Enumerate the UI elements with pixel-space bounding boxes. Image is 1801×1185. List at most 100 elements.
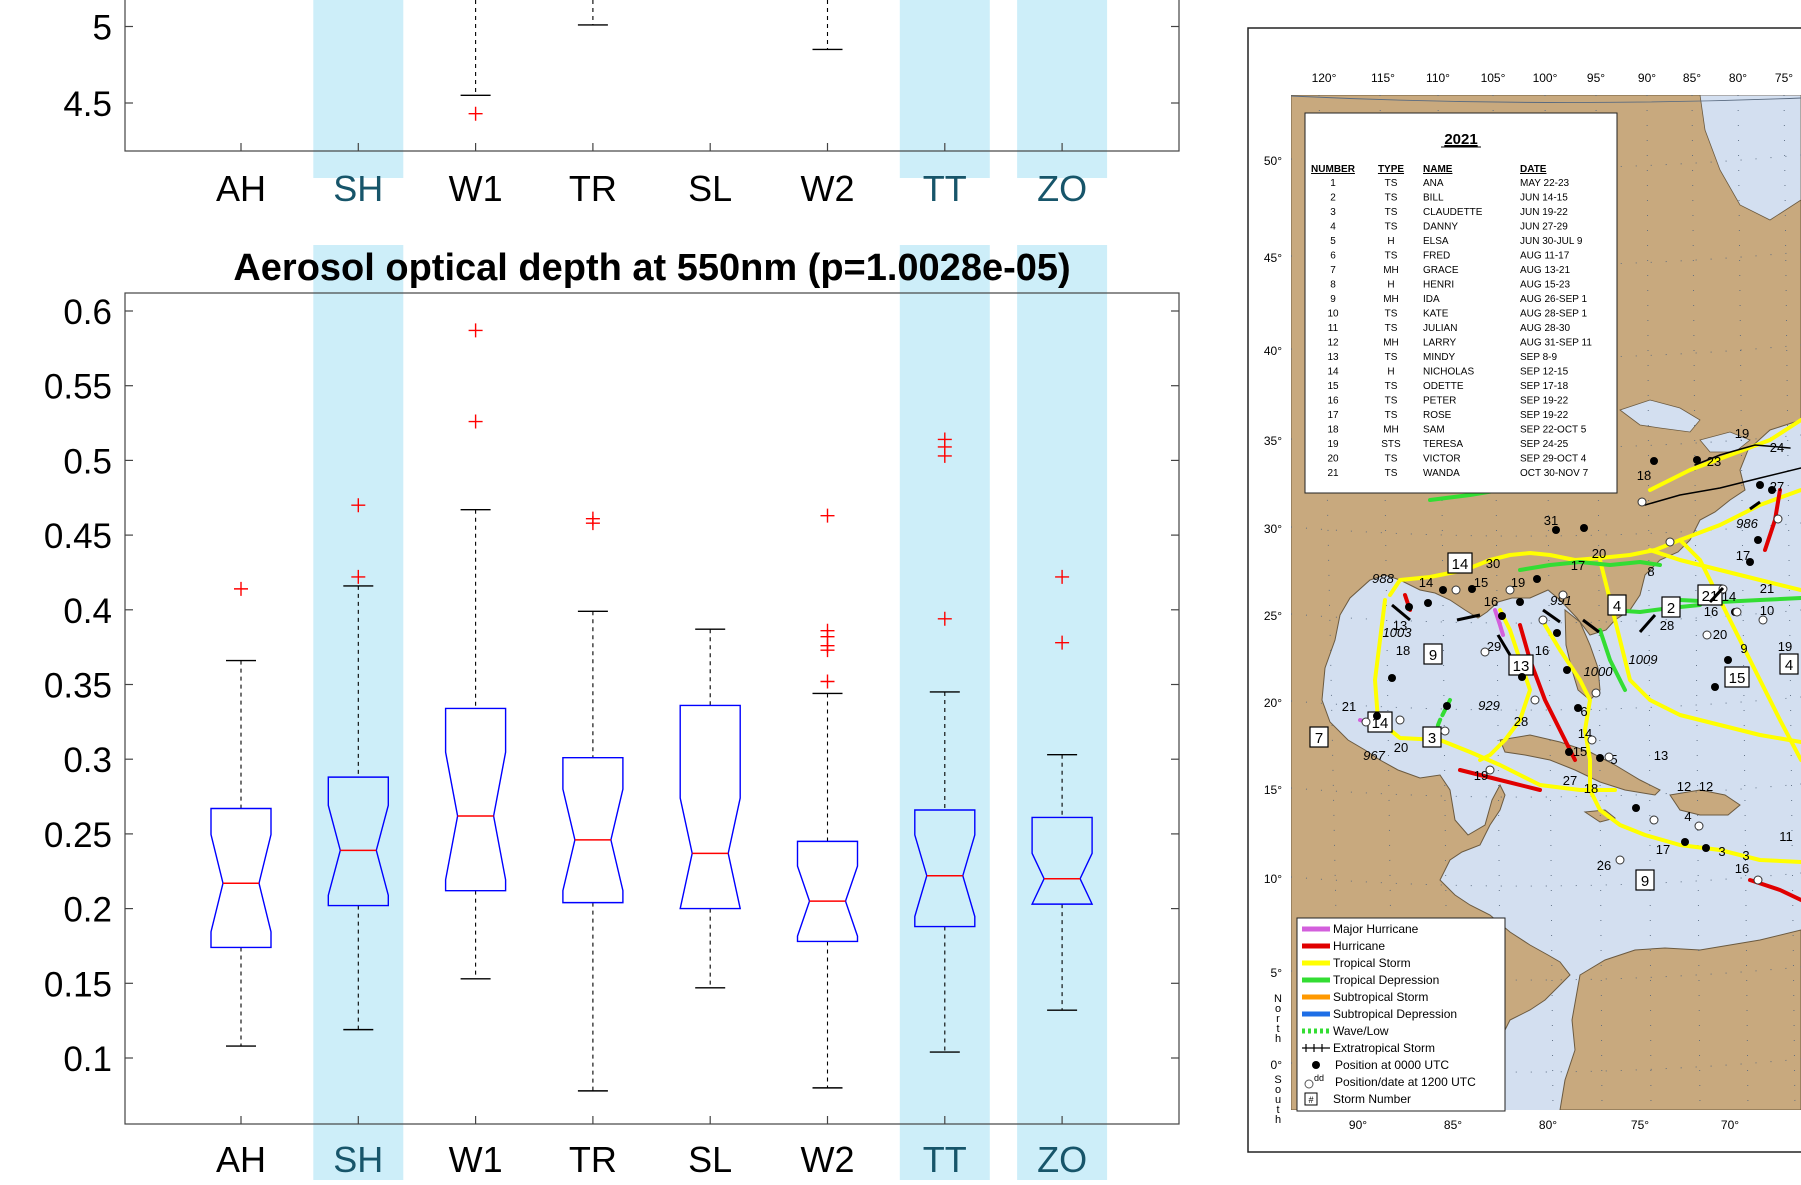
position-dot-0000utc	[1565, 748, 1573, 756]
latitude-label: 20°	[1264, 696, 1282, 710]
table-cell: 3	[1330, 207, 1336, 218]
date-label: 14	[1419, 575, 1433, 590]
date-label: 3	[1742, 848, 1749, 863]
table-cell: TS	[1385, 396, 1398, 407]
table-cell: TS	[1385, 468, 1398, 479]
legend-label: Wave/Low	[1333, 1024, 1389, 1038]
position-circle-1200utc	[1753, 875, 1763, 885]
storm-number-label: 2	[1667, 600, 1675, 617]
date-label: 21	[1342, 699, 1356, 714]
pressure-label: 986	[1736, 516, 1758, 531]
table-cell: MH	[1383, 294, 1399, 305]
table-cell: WANDA	[1423, 468, 1460, 479]
date-label: 16	[1704, 604, 1718, 619]
parallel-line	[1291, 783, 1801, 798]
storm-table-frame	[1304, 112, 1618, 494]
table-cell: 13	[1327, 352, 1339, 363]
date-label: 24	[1770, 440, 1784, 455]
date-label: 29	[1487, 639, 1501, 654]
latitude-label: 45°	[1264, 251, 1282, 265]
longitude-label: 85°	[1683, 71, 1701, 85]
legend-label: Storm Number	[1333, 1092, 1411, 1106]
storm-number-box	[1661, 596, 1681, 618]
outlier-sh	[351, 569, 366, 584]
latitude-label: 40°	[1264, 344, 1282, 358]
table-cell: TERESA	[1423, 439, 1463, 450]
north-label-char: h	[1275, 1033, 1281, 1045]
position-dot-0000utc	[1711, 683, 1719, 691]
position-circle-1200utc	[1665, 537, 1675, 547]
position-dot-0000utc	[1746, 558, 1754, 566]
y-tick-label: 5	[93, 9, 112, 48]
date-label: 17	[1736, 548, 1750, 563]
storm-tracks	[1358, 418, 1801, 902]
position-dot-0000utc	[1518, 673, 1526, 681]
x-tick-label-w1: W1	[449, 168, 503, 209]
position-circle-1200utc	[1758, 615, 1768, 625]
pressure-label: 967	[1363, 748, 1385, 763]
table-cell: MAY 22-23	[1520, 178, 1570, 189]
track-green-1	[1518, 560, 1662, 572]
x-tick-label-w1: W1	[449, 1139, 503, 1180]
date-label: 13	[1393, 618, 1407, 633]
position-circle-1200utc	[1702, 630, 1712, 640]
table-cell: 12	[1327, 338, 1339, 349]
table-cell: H	[1387, 367, 1394, 378]
position-circle-1200utc	[1649, 815, 1659, 825]
table-cell: 6	[1330, 251, 1336, 262]
longitude-label: 95°	[1587, 71, 1605, 85]
date-label: 8	[1647, 564, 1654, 579]
bottom-y-axis: 0.1 0.15 0.2 0.25 0.3 0.35 0.4 0.45 0.5 0.55 0.6	[44, 293, 1179, 1079]
pointer-arrow	[1749, 500, 1761, 511]
top-x-axis: AH SH W1 TR SL W2 TT ZO	[216, 143, 1087, 209]
table-cell: AUG 13-21	[1520, 265, 1570, 276]
position-circle-1200utc	[1485, 765, 1495, 775]
position-dot-0000utc	[1596, 754, 1604, 762]
longitude-label: 80°	[1729, 71, 1747, 85]
bottom-x-axis: AH SH W1 TR SL W2 TT ZO	[216, 1116, 1087, 1180]
date-label: 3	[1718, 844, 1725, 859]
table-cell: 8	[1330, 280, 1336, 291]
date-label: 19	[1778, 639, 1792, 654]
aerosol-boxplot-chart: Aerosol optical depth at 550nm (p=1.0028…	[44, 245, 1180, 1180]
y-tick-label: 0.2	[63, 891, 112, 930]
position-dot-0000utc	[1756, 481, 1764, 489]
position-dot-0000utc	[1574, 704, 1582, 712]
latitude-label: 15°	[1264, 783, 1282, 797]
position-dot-0000utc	[1632, 804, 1640, 812]
date-label: 20	[1713, 627, 1727, 642]
table-cell: 1	[1330, 178, 1336, 189]
position-dot-0000utc	[1388, 674, 1396, 682]
position-dot-0000utc	[1702, 844, 1710, 852]
table-cell: JUN 27-29	[1520, 222, 1568, 233]
longitude-label: 90°	[1638, 71, 1656, 85]
position-circle-1200utc	[1591, 688, 1601, 698]
table-cell: 9	[1330, 294, 1336, 305]
table-cell: AUG 11-17	[1520, 251, 1570, 262]
date-label: 5	[1610, 752, 1617, 767]
storm-number-box	[1422, 726, 1442, 748]
y-tick-label: 0.3	[63, 741, 112, 780]
storm-number-label: 15	[1729, 670, 1746, 687]
position-dot-0000utc	[1580, 524, 1588, 532]
x-tick-label-tr: TR	[569, 168, 617, 209]
outlier-w2	[820, 674, 835, 689]
map-top-longitudes: 120° 115° 110° 105° 100° 95° 90° 85° 80° 75°	[1312, 71, 1794, 85]
position-circle-1200utc	[1505, 585, 1515, 595]
table-cell: FRED	[1423, 251, 1450, 262]
table-cell: AUG 31-SEP 11	[1520, 338, 1592, 349]
bottom-plot-frame	[124, 292, 1180, 1125]
table-header-type: TYPE	[1378, 164, 1404, 175]
position-circle-1200utc	[1773, 514, 1783, 524]
table-cell: 20	[1327, 454, 1339, 465]
great-lakes	[1619, 399, 1751, 453]
north-label-char: r	[1276, 1013, 1280, 1025]
table-header-number: NUMBER	[1311, 164, 1356, 175]
box-w1	[444, 707, 507, 892]
latitude-label: 5°	[1271, 966, 1283, 980]
position-circle-1200utc	[1587, 735, 1597, 745]
storm-number-label: 9	[1641, 873, 1649, 890]
longitude-label: 70°	[1721, 1118, 1739, 1132]
date-label: 20	[1592, 546, 1606, 561]
